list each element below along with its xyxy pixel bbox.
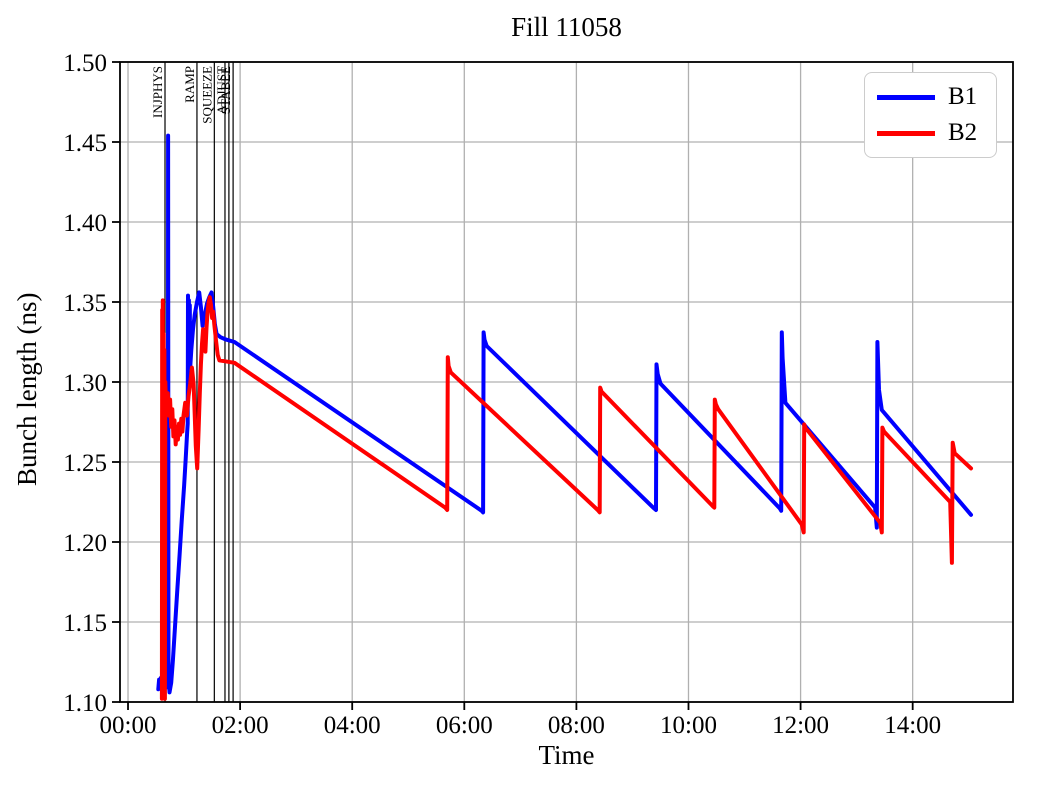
y-tick-label: 1.45 <box>63 130 107 157</box>
legend-label-b1: B1 <box>948 83 978 110</box>
x-tick-label: 04:00 <box>324 712 381 739</box>
y-tick-label: 1.25 <box>63 450 107 477</box>
x-tick-label: 06:00 <box>436 712 493 739</box>
y-tick-label: 1.50 <box>63 50 107 77</box>
legend-entry-b2: B2 <box>877 119 984 147</box>
x-tick-label: 14:00 <box>884 712 941 739</box>
b1-line-swatch <box>877 94 935 100</box>
legend-entry-b1: B1 <box>877 83 984 111</box>
mode-label: STABLE <box>218 66 233 114</box>
x-tick-label: 08:00 <box>548 712 605 739</box>
x-tick-label: 00:00 <box>100 712 157 739</box>
b2-line-swatch <box>877 130 935 136</box>
y-tick-label: 1.15 <box>63 610 107 637</box>
legend-label-b2: B2 <box>948 119 978 146</box>
series-b2-line <box>159 295 973 701</box>
y-tick-label: 1.20 <box>63 530 107 557</box>
y-tick-label: 1.10 <box>63 690 107 717</box>
mode-label: INJPHYS <box>150 66 165 118</box>
mode-label: ADJUST <box>214 66 229 114</box>
x-tick-label: 02:00 <box>212 712 269 739</box>
y-axis-label: Bunch length (ns) <box>12 292 42 486</box>
x-tick-label: 10:00 <box>660 712 717 739</box>
mode-label: RAMP <box>182 66 197 103</box>
x-axis-label: Time <box>538 740 595 770</box>
chart-title: Fill 11058 <box>511 12 622 42</box>
y-tick-label: 1.40 <box>63 210 107 237</box>
legend: B1 B2 <box>864 72 997 158</box>
y-tick-label: 1.30 <box>63 370 107 397</box>
x-tick-label: 12:00 <box>772 712 829 739</box>
series-b1-line <box>156 133 973 695</box>
y-tick-label: 1.35 <box>63 290 107 317</box>
mode-label: SQUEEZE <box>199 66 214 124</box>
